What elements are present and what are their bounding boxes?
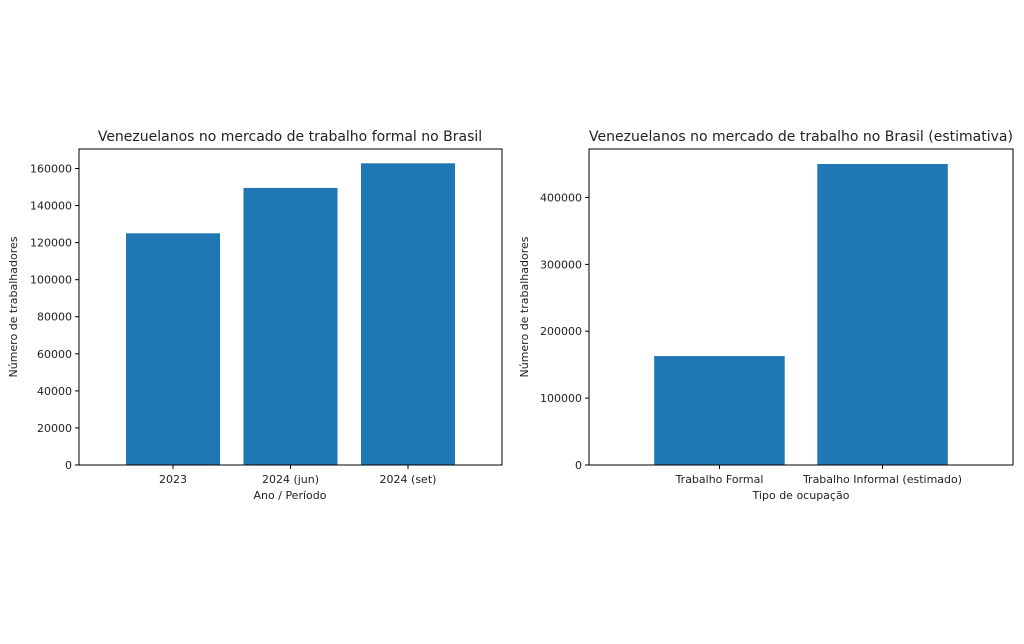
bar-1 xyxy=(243,187,338,465)
bar-0 xyxy=(654,356,785,465)
y-tick-label: 100000 xyxy=(30,274,72,287)
y-axis-label: Número de trabalhadores xyxy=(7,236,20,377)
y-axis-label: Número de trabalhadores xyxy=(518,236,531,377)
y-tick-label: 120000 xyxy=(30,237,72,250)
bars xyxy=(654,164,948,465)
x-tick-label: Trabalho Formal xyxy=(675,473,764,486)
y-tick-label: 40000 xyxy=(37,385,72,398)
y-ticks: 0 20000 40000 60000 80000 100000 120000 140000 1… xyxy=(30,163,79,472)
x-tick-label: 2023 xyxy=(159,473,187,486)
x-tick-label: 2024 (set) xyxy=(380,473,437,486)
chart-title: Venezuelanos no mercado de trabalho no B… xyxy=(589,129,1013,145)
chart-formal-employment: Venezuelanos no mercado de trabalho form… xyxy=(7,129,503,502)
y-tick-label: 100000 xyxy=(540,392,582,405)
y-tick-label: 20000 xyxy=(37,422,72,435)
plot-frame xyxy=(78,148,503,466)
x-axis-label: Tipo de ocupação xyxy=(752,489,850,502)
bar-1 xyxy=(817,164,948,465)
y-ticks: 0 100000 200000 300000 400000 xyxy=(540,192,589,472)
x-tick-label: 2024 (jun) xyxy=(262,473,319,486)
y-tick-label: 0 xyxy=(575,459,582,472)
chart-title: Venezuelanos no mercado de trabalho form… xyxy=(98,129,482,145)
y-tick-label: 140000 xyxy=(30,200,72,213)
bar-2 xyxy=(361,163,455,466)
y-tick-label: 200000 xyxy=(540,325,582,338)
x-axis-label: Ano / Período xyxy=(254,489,327,502)
x-ticks: 2023 2024 (jun) 2024 (set) xyxy=(159,465,436,486)
y-tick-label: 60000 xyxy=(37,348,72,361)
y-tick-label: 400000 xyxy=(540,192,582,205)
y-tick-label: 160000 xyxy=(30,163,72,176)
y-tick-label: 0 xyxy=(65,459,72,472)
x-ticks: Trabalho Formal Trabalho Informal (estima… xyxy=(675,465,962,486)
bar-0 xyxy=(126,233,220,465)
bars xyxy=(126,163,455,466)
plot-frame xyxy=(588,148,1014,466)
x-tick-label: Trabalho Informal (estimado) xyxy=(802,473,962,486)
y-tick-label: 300000 xyxy=(540,258,582,271)
y-tick-label: 80000 xyxy=(37,311,72,324)
chart-total-employment-estimate: Venezuelanos no mercado de trabalho no B… xyxy=(518,129,1014,502)
